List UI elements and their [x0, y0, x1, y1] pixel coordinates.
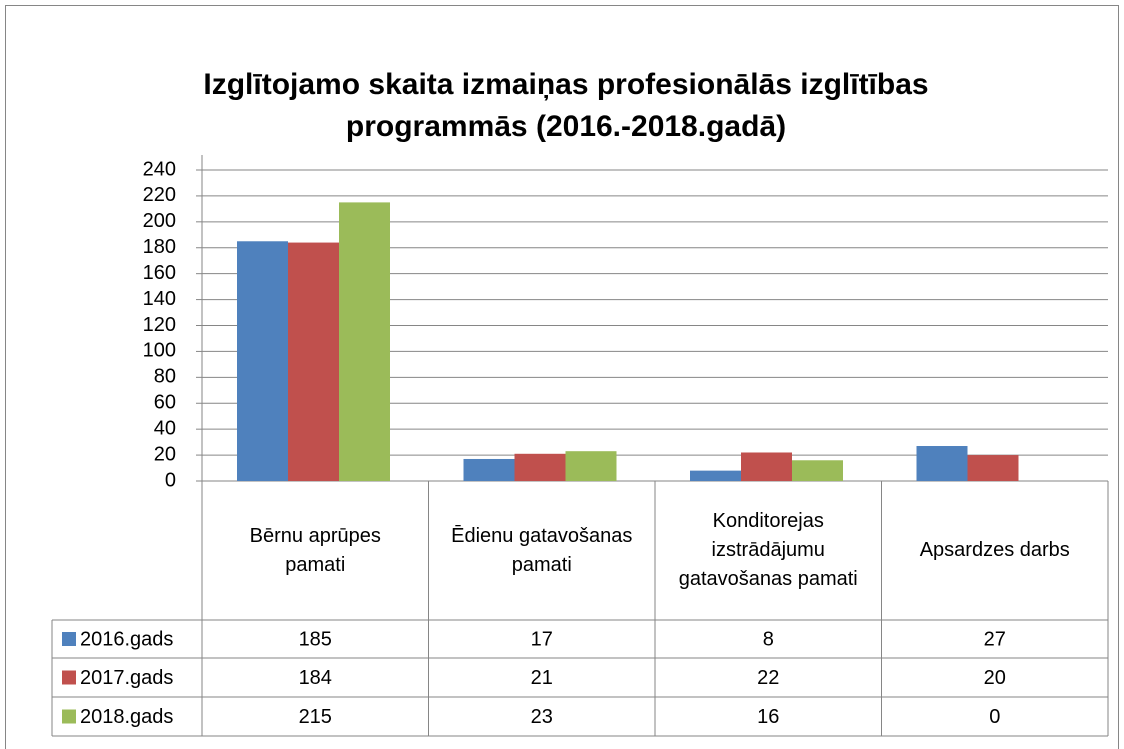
- bar: [237, 241, 288, 481]
- table-value: 215: [299, 706, 332, 728]
- x-tick-label-box: Konditorejas izstrādājumu gatavošanas pa…: [678, 510, 858, 590]
- x-tick-label: Apsardzes darbs: [919, 539, 1070, 561]
- bar: [792, 460, 843, 481]
- y-tick-label: 140: [143, 288, 176, 310]
- y-tick-label: 0: [165, 469, 176, 491]
- y-tick-label: 180: [143, 236, 176, 258]
- table-value: 27: [984, 628, 1006, 650]
- table-value: 22: [757, 667, 779, 689]
- legend-label: 2018.gads: [80, 706, 173, 728]
- table-value: 20: [984, 667, 1006, 689]
- x-tick-label-box: Bērnu aprūpes pamati: [249, 524, 381, 576]
- table-value: 21: [531, 667, 553, 689]
- x-tick-label: Ēdienu gatavošanas pamati: [451, 524, 633, 576]
- y-tick-label: 20: [154, 443, 176, 465]
- bar: [514, 453, 566, 481]
- y-tick-label: 100: [143, 340, 176, 362]
- legend-key: [62, 632, 76, 646]
- table-value: 184: [299, 667, 332, 689]
- bar: [690, 470, 741, 481]
- chart-border: [5, 5, 1119, 749]
- chart-title: Izglītojamo skaita izmaiņas profesionālā…: [203, 68, 928, 101]
- table-value: 23: [531, 706, 553, 728]
- bar: [967, 455, 1019, 481]
- x-tick-label-box: Ēdienu gatavošanas pamati: [451, 524, 633, 576]
- legend-label: 2016.gads: [80, 628, 173, 650]
- bar: [288, 242, 339, 481]
- y-tick-label: 120: [143, 314, 176, 336]
- table-value: 8: [763, 628, 774, 650]
- table-value: 0: [989, 706, 1000, 728]
- legend-key: [62, 670, 76, 685]
- y-tick-label: 240: [143, 158, 176, 180]
- x-tick-label: Bērnu aprūpes pamati: [249, 524, 381, 576]
- bar: [916, 446, 968, 481]
- bar: [339, 202, 390, 482]
- bar: [565, 451, 617, 481]
- table-value: 16: [757, 706, 779, 728]
- chart-title: programmās (2016.-2018.gadā): [346, 110, 786, 143]
- legend-label: 2017.gads: [80, 667, 173, 689]
- y-tick-label: 160: [143, 262, 176, 284]
- y-tick-label: 40: [154, 417, 176, 439]
- y-tick-label: 200: [143, 210, 176, 232]
- x-tick-label-box: Apsardzes darbs: [919, 539, 1070, 561]
- table-value: 17: [531, 628, 553, 650]
- y-tick-label: 220: [143, 184, 176, 206]
- table-value: 185: [299, 628, 332, 650]
- y-tick-label: 60: [154, 392, 176, 414]
- bar: [741, 452, 792, 481]
- bar: [463, 458, 515, 481]
- x-tick-label: Konditorejas izstrādājumu gatavošanas pa…: [678, 510, 858, 590]
- legend-key: [62, 709, 76, 724]
- y-tick-label: 80: [154, 366, 176, 388]
